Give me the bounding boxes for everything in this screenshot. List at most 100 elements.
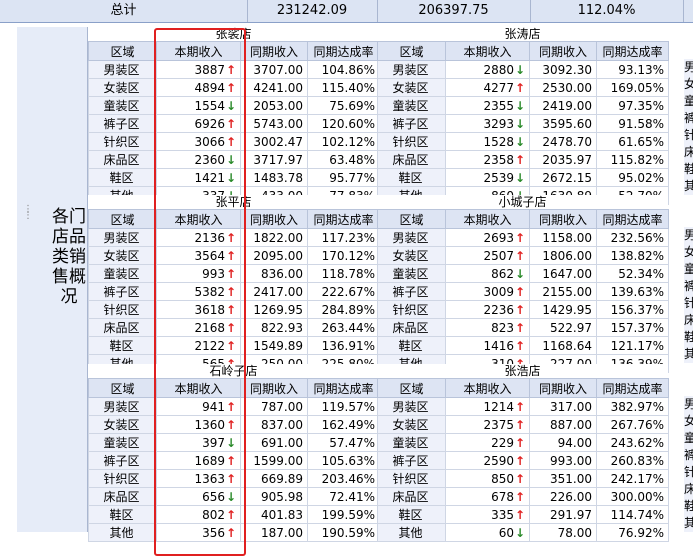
region-cell: 裤子区 bbox=[88, 451, 157, 470]
column-header[interactable]: 本期收入 bbox=[156, 378, 241, 398]
region-cell: 男装区 bbox=[377, 228, 446, 247]
region-cell: 其他 bbox=[88, 523, 157, 542]
column-header[interactable]: 同期收入 bbox=[240, 209, 308, 229]
table-row[interactable]: 针织区 2236↑ 1429.95 156.37% bbox=[377, 300, 669, 319]
table-row[interactable]: 裤子区 2590↑ 993.00 260.83% bbox=[377, 451, 669, 470]
table-row[interactable]: 童装区 993↑ 836.00 118.78% bbox=[88, 264, 380, 283]
column-header[interactable]: 同期达成率 bbox=[596, 209, 669, 229]
column-header[interactable]: 区域 bbox=[88, 209, 157, 229]
table-row[interactable]: 童装区 229↑ 94.00 243.62% bbox=[377, 433, 669, 452]
table-row[interactable]: 针织区 850↑ 351.00 242.17% bbox=[377, 469, 669, 488]
column-header[interactable]: 同期达成率 bbox=[596, 378, 669, 398]
table-row[interactable]: 其他 60↓ 78.00 76.92% bbox=[377, 523, 669, 542]
table-row[interactable]: 童装区 397↓ 691.00 57.47% bbox=[88, 433, 380, 452]
table-row[interactable]: 男装区 941↑ 787.00 119.57% bbox=[88, 397, 380, 416]
column-header[interactable]: 同期收入 bbox=[529, 41, 597, 61]
table-row[interactable]: 童装区 862↓ 1647.00 52.34% bbox=[377, 264, 669, 283]
table-row[interactable]: 童装区 1554↓ 2053.00 75.69% bbox=[88, 96, 380, 115]
column-header[interactable]: 区域 bbox=[88, 378, 157, 398]
table-row[interactable]: 男装区 1214↑ 317.00 382.97% bbox=[377, 397, 669, 416]
table-row[interactable]: 女装区 4277↑ 2530.00 169.05% bbox=[377, 78, 669, 97]
column-header[interactable]: 区域 bbox=[377, 41, 446, 61]
column-header[interactable]: 同期达成率 bbox=[307, 209, 380, 229]
region-cell: 童装区 bbox=[377, 96, 446, 115]
column-header[interactable]: 同期达成率 bbox=[307, 41, 380, 61]
current-revenue-cell: 1214↑ bbox=[445, 397, 530, 416]
table-row[interactable]: 床品区 2168↑ 822.93 263.44% bbox=[88, 318, 380, 337]
column-header[interactable]: 本期收入 bbox=[156, 41, 241, 61]
store-block: 张浩店 区域 本期收入 同期收入 同期达成率 男装区 1214↑ 317.00 382.97% 女… bbox=[377, 364, 669, 542]
table-row[interactable]: 鞋区 1416↑ 1168.64 121.17% bbox=[377, 336, 669, 355]
column-header[interactable]: 同期收入 bbox=[240, 378, 308, 398]
arrow-up-icon: ↑ bbox=[515, 507, 526, 522]
table-row[interactable]: 男装区 2136↑ 1822.00 117.23% bbox=[88, 228, 380, 247]
current-revenue-cell: 3293↓ bbox=[445, 114, 530, 133]
region-cell: 童装区 bbox=[88, 264, 157, 283]
table-row[interactable]: 裤子区 3009↑ 2155.00 139.63% bbox=[377, 282, 669, 301]
table-row[interactable]: 床品区 678↑ 226.00 300.00% bbox=[377, 487, 669, 506]
table-row[interactable]: 裤子区 3293↓ 3595.60 91.58% bbox=[377, 114, 669, 133]
store-name: 张涛店 bbox=[377, 27, 668, 41]
achievement-rate-cell: 260.83% bbox=[596, 451, 669, 470]
current-revenue-cell: 1528↓ bbox=[445, 132, 530, 151]
table-row[interactable]: 床品区 823↑ 522.97 157.37% bbox=[377, 318, 669, 337]
table-row[interactable]: 女装区 1360↑ 837.00 162.49% bbox=[88, 415, 380, 434]
arrow-up-icon: ↑ bbox=[226, 284, 237, 299]
arrow-up-icon: ↑ bbox=[226, 302, 237, 317]
region-cell: 针织区 bbox=[377, 300, 446, 319]
region-cell: 男装区 bbox=[88, 228, 157, 247]
table-row[interactable]: 鞋区 802↑ 401.83 199.59% bbox=[88, 505, 380, 524]
partial-region-cell: 童 bbox=[684, 93, 693, 110]
table-row[interactable]: 裤子区 5382↑ 2417.00 222.67% bbox=[88, 282, 380, 301]
previous-revenue-cell: 2095.00 bbox=[240, 246, 308, 265]
achievement-rate-cell: 203.46% bbox=[307, 469, 380, 488]
drag-handle-icon[interactable]: ⋮ ⋮ bbox=[23, 204, 33, 221]
table-row[interactable]: 床品区 2360↓ 3717.97 63.48% bbox=[88, 150, 380, 169]
region-cell: 其他 bbox=[377, 523, 446, 542]
region-cell: 女装区 bbox=[377, 246, 446, 265]
table-row[interactable]: 床品区 656↓ 905.98 72.41% bbox=[88, 487, 380, 506]
column-header[interactable]: 同期收入 bbox=[529, 209, 597, 229]
column-header[interactable]: 区域 bbox=[377, 378, 446, 398]
column-header[interactable]: 同期收入 bbox=[240, 41, 308, 61]
previous-revenue-cell: 993.00 bbox=[529, 451, 597, 470]
table-row[interactable]: 床品区 2358↑ 2035.97 115.82% bbox=[377, 150, 669, 169]
partial-region-cell: 床 bbox=[684, 312, 693, 329]
table-row[interactable]: 裤子区 1689↑ 1599.00 105.63% bbox=[88, 451, 380, 470]
column-header[interactable]: 区域 bbox=[88, 41, 157, 61]
table-row[interactable]: 女装区 2375↑ 887.00 267.76% bbox=[377, 415, 669, 434]
table-row[interactable]: 男装区 2880↓ 3092.30 93.13% bbox=[377, 60, 669, 79]
table-row[interactable]: 鞋区 1421↓ 1483.78 95.77% bbox=[88, 168, 380, 187]
store-block: 张涛店 区域 本期收入 同期收入 同期达成率 男装区 2880↓ 3092.30 93.13% 女… bbox=[377, 27, 669, 205]
column-header[interactable]: 区域 bbox=[377, 209, 446, 229]
store-table: 区域 本期收入 同期收入 同期达成率 男装区 3887↑ 3707.00 104.86% 女装区… bbox=[88, 41, 380, 205]
table-row[interactable]: 鞋区 335↑ 291.97 114.74% bbox=[377, 505, 669, 524]
arrow-up-icon: ↑ bbox=[226, 525, 237, 540]
table-row[interactable]: 鞋区 2122↑ 1549.89 136.91% bbox=[88, 336, 380, 355]
column-header[interactable]: 本期收入 bbox=[156, 209, 241, 229]
arrow-up-icon: ↑ bbox=[515, 435, 526, 450]
partial-region-cell: 童 bbox=[684, 430, 693, 447]
table-row[interactable]: 男装区 3887↑ 3707.00 104.86% bbox=[88, 60, 380, 79]
table-row[interactable]: 童装区 2355↓ 2419.00 97.35% bbox=[377, 96, 669, 115]
table-row[interactable]: 针织区 1528↓ 2478.70 61.65% bbox=[377, 132, 669, 151]
table-row[interactable]: 针织区 3066↑ 3002.47 102.12% bbox=[88, 132, 380, 151]
table-row[interactable]: 针织区 3618↑ 1269.95 284.89% bbox=[88, 300, 380, 319]
previous-revenue-cell: 905.98 bbox=[240, 487, 308, 506]
table-row[interactable]: 裤子区 6926↑ 5743.00 120.60% bbox=[88, 114, 380, 133]
table-row[interactable]: 女装区 3564↑ 2095.00 170.12% bbox=[88, 246, 380, 265]
table-row[interactable]: 男装区 2693↑ 1158.00 232.56% bbox=[377, 228, 669, 247]
region-cell: 针织区 bbox=[88, 132, 157, 151]
column-header[interactable]: 同期达成率 bbox=[307, 378, 380, 398]
column-header[interactable]: 本期收入 bbox=[445, 209, 530, 229]
column-header[interactable]: 本期收入 bbox=[445, 378, 530, 398]
table-row[interactable]: 针织区 1363↑ 669.89 203.46% bbox=[88, 469, 380, 488]
table-row[interactable]: 其他 356↑ 187.00 190.59% bbox=[88, 523, 380, 542]
column-header[interactable]: 同期达成率 bbox=[596, 41, 669, 61]
column-header[interactable]: 本期收入 bbox=[445, 41, 530, 61]
column-header[interactable]: 同期收入 bbox=[529, 378, 597, 398]
table-row[interactable]: 鞋区 2539↓ 2672.15 95.02% bbox=[377, 168, 669, 187]
table-row[interactable]: 女装区 4894↑ 4241.00 115.40% bbox=[88, 78, 380, 97]
previous-revenue-cell: 78.00 bbox=[529, 523, 597, 542]
table-row[interactable]: 女装区 2507↑ 1806.00 138.82% bbox=[377, 246, 669, 265]
